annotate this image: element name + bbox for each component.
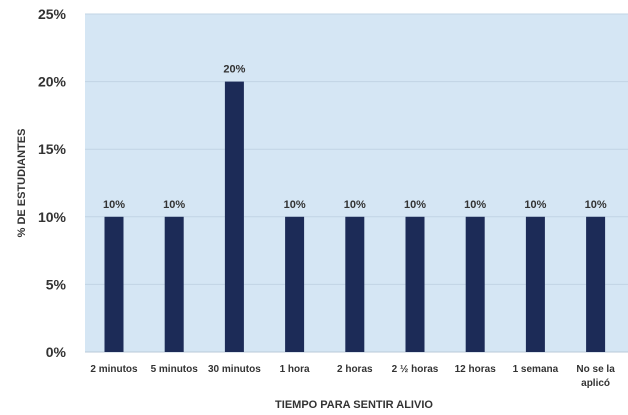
x-axis-title: TIEMPO PARA SENTIR ALIVIO	[275, 399, 433, 411]
data-labels: 10% 10% 20% 10% 10% 10% 10% 10% 10%	[103, 64, 607, 211]
y-tick-label: 15%	[38, 141, 67, 157]
bar	[285, 216, 305, 352]
bar	[164, 216, 184, 352]
x-tick-label: 5 minutos	[151, 364, 199, 375]
data-label: 10%	[284, 199, 306, 211]
data-label: 10%	[464, 199, 486, 211]
y-tick-label: 10%	[38, 209, 67, 225]
x-tick-label: 1 semana	[513, 364, 559, 375]
data-label: 10%	[103, 199, 125, 211]
x-tick-label: 30 minutos	[208, 364, 261, 375]
bar	[224, 81, 244, 352]
bars	[104, 81, 606, 352]
data-label: 10%	[585, 199, 607, 211]
data-label: 10%	[344, 199, 366, 211]
y-tick-label: 20%	[38, 74, 67, 90]
bar	[345, 216, 365, 352]
bar	[586, 216, 606, 352]
x-tick-label: 2 horas	[337, 364, 373, 375]
bar	[525, 216, 545, 352]
y-tick-label: 5%	[46, 276, 67, 292]
x-axis-tick-labels: 2 minutos 5 minutos 30 minutos 1 hora 2 hora…	[90, 364, 615, 389]
bar	[405, 216, 425, 352]
x-tick-label: 1 hora	[280, 364, 310, 375]
bar	[465, 216, 485, 352]
x-tick-label: No se la aplicó	[576, 364, 615, 389]
data-label: 20%	[223, 64, 245, 76]
y-axis-title: % DE ESTUDIANTES	[16, 129, 28, 238]
data-label: 10%	[404, 199, 426, 211]
data-label: 10%	[163, 199, 185, 211]
x-tick-label: 2 ½ horas	[392, 364, 439, 375]
y-axis-tick-labels: 0% 5% 10% 15% 20% 25%	[38, 6, 67, 360]
x-tick-label: 2 minutos	[90, 364, 138, 375]
y-tick-label: 0%	[46, 344, 67, 360]
data-label: 10%	[524, 199, 546, 211]
y-tick-label: 25%	[38, 6, 67, 22]
x-tick-label: 12 horas	[455, 364, 497, 375]
bar	[104, 216, 124, 352]
